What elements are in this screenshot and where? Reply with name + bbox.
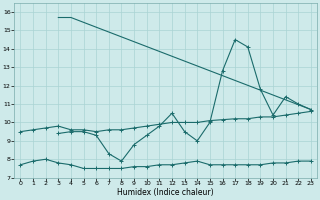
X-axis label: Humidex (Indice chaleur): Humidex (Indice chaleur) [117,188,214,197]
